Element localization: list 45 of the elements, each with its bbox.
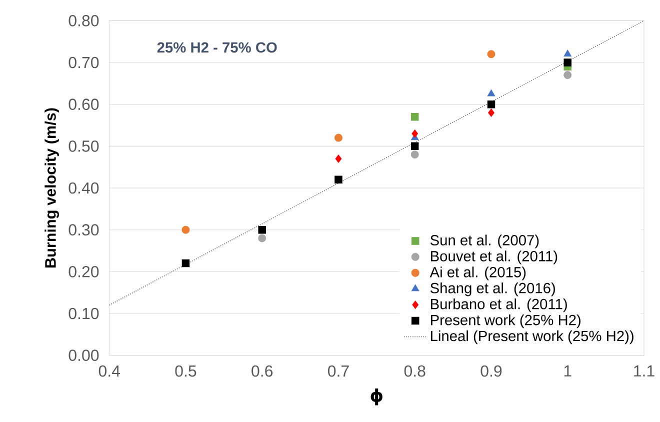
y-tick-label: 0.20 xyxy=(68,266,99,278)
point xyxy=(258,234,266,242)
legend-label: Bouvet et al. (2011) xyxy=(431,250,558,264)
x-tick-label: 1 xyxy=(564,365,572,376)
point xyxy=(564,50,572,56)
legend-label: Burbano et al. (2011) xyxy=(431,298,567,312)
annotation: 25% H2 - 75% CO xyxy=(157,42,277,53)
point xyxy=(334,176,342,184)
point xyxy=(410,142,419,150)
legend-label: Present work (25% H2) xyxy=(431,314,580,328)
point xyxy=(487,50,496,58)
x-tick-label: 0.5 xyxy=(175,365,196,377)
y-tick-label: 0.00 xyxy=(68,350,99,361)
legend-label: Shang et al. (2016) xyxy=(430,282,555,296)
point xyxy=(335,154,342,163)
y-tick-label: 0.50 xyxy=(68,140,99,152)
point xyxy=(258,226,266,234)
y-tick-label: 0.40 xyxy=(68,182,99,194)
legend-label: Sun et al. (2007) xyxy=(430,234,539,248)
x-tick-label: 0.4 xyxy=(98,365,120,377)
point xyxy=(487,89,496,96)
legend-label: Lineal (Present work (25% H2)) xyxy=(431,330,634,344)
point xyxy=(412,129,418,138)
y-tick-label: 0.10 xyxy=(68,308,99,320)
x-tick-label: 1.1 xyxy=(634,365,654,376)
legend-label: Ai et al. (2015) xyxy=(430,266,526,280)
point xyxy=(182,226,190,234)
x-tick-label: 0.8 xyxy=(404,365,426,377)
x-axis-title: ϕ xyxy=(370,388,382,406)
point xyxy=(487,100,496,108)
y-axis-title: Burning velocity (m/s) xyxy=(44,108,59,268)
point xyxy=(564,58,572,66)
point xyxy=(488,108,494,117)
x-tick-label: 0.7 xyxy=(328,365,349,377)
point xyxy=(564,71,572,80)
point xyxy=(334,134,342,142)
point xyxy=(410,113,419,121)
y-tick-label: 0.30 xyxy=(68,224,99,236)
point xyxy=(182,259,190,268)
point xyxy=(410,150,419,159)
y-tick-label: 0.70 xyxy=(68,56,99,68)
x-tick-label: 0.9 xyxy=(480,365,502,377)
x-tick-label: 0.6 xyxy=(252,365,273,377)
y-tick-label: 0.60 xyxy=(68,98,99,110)
y-tick-label: 0.80 xyxy=(68,15,99,26)
